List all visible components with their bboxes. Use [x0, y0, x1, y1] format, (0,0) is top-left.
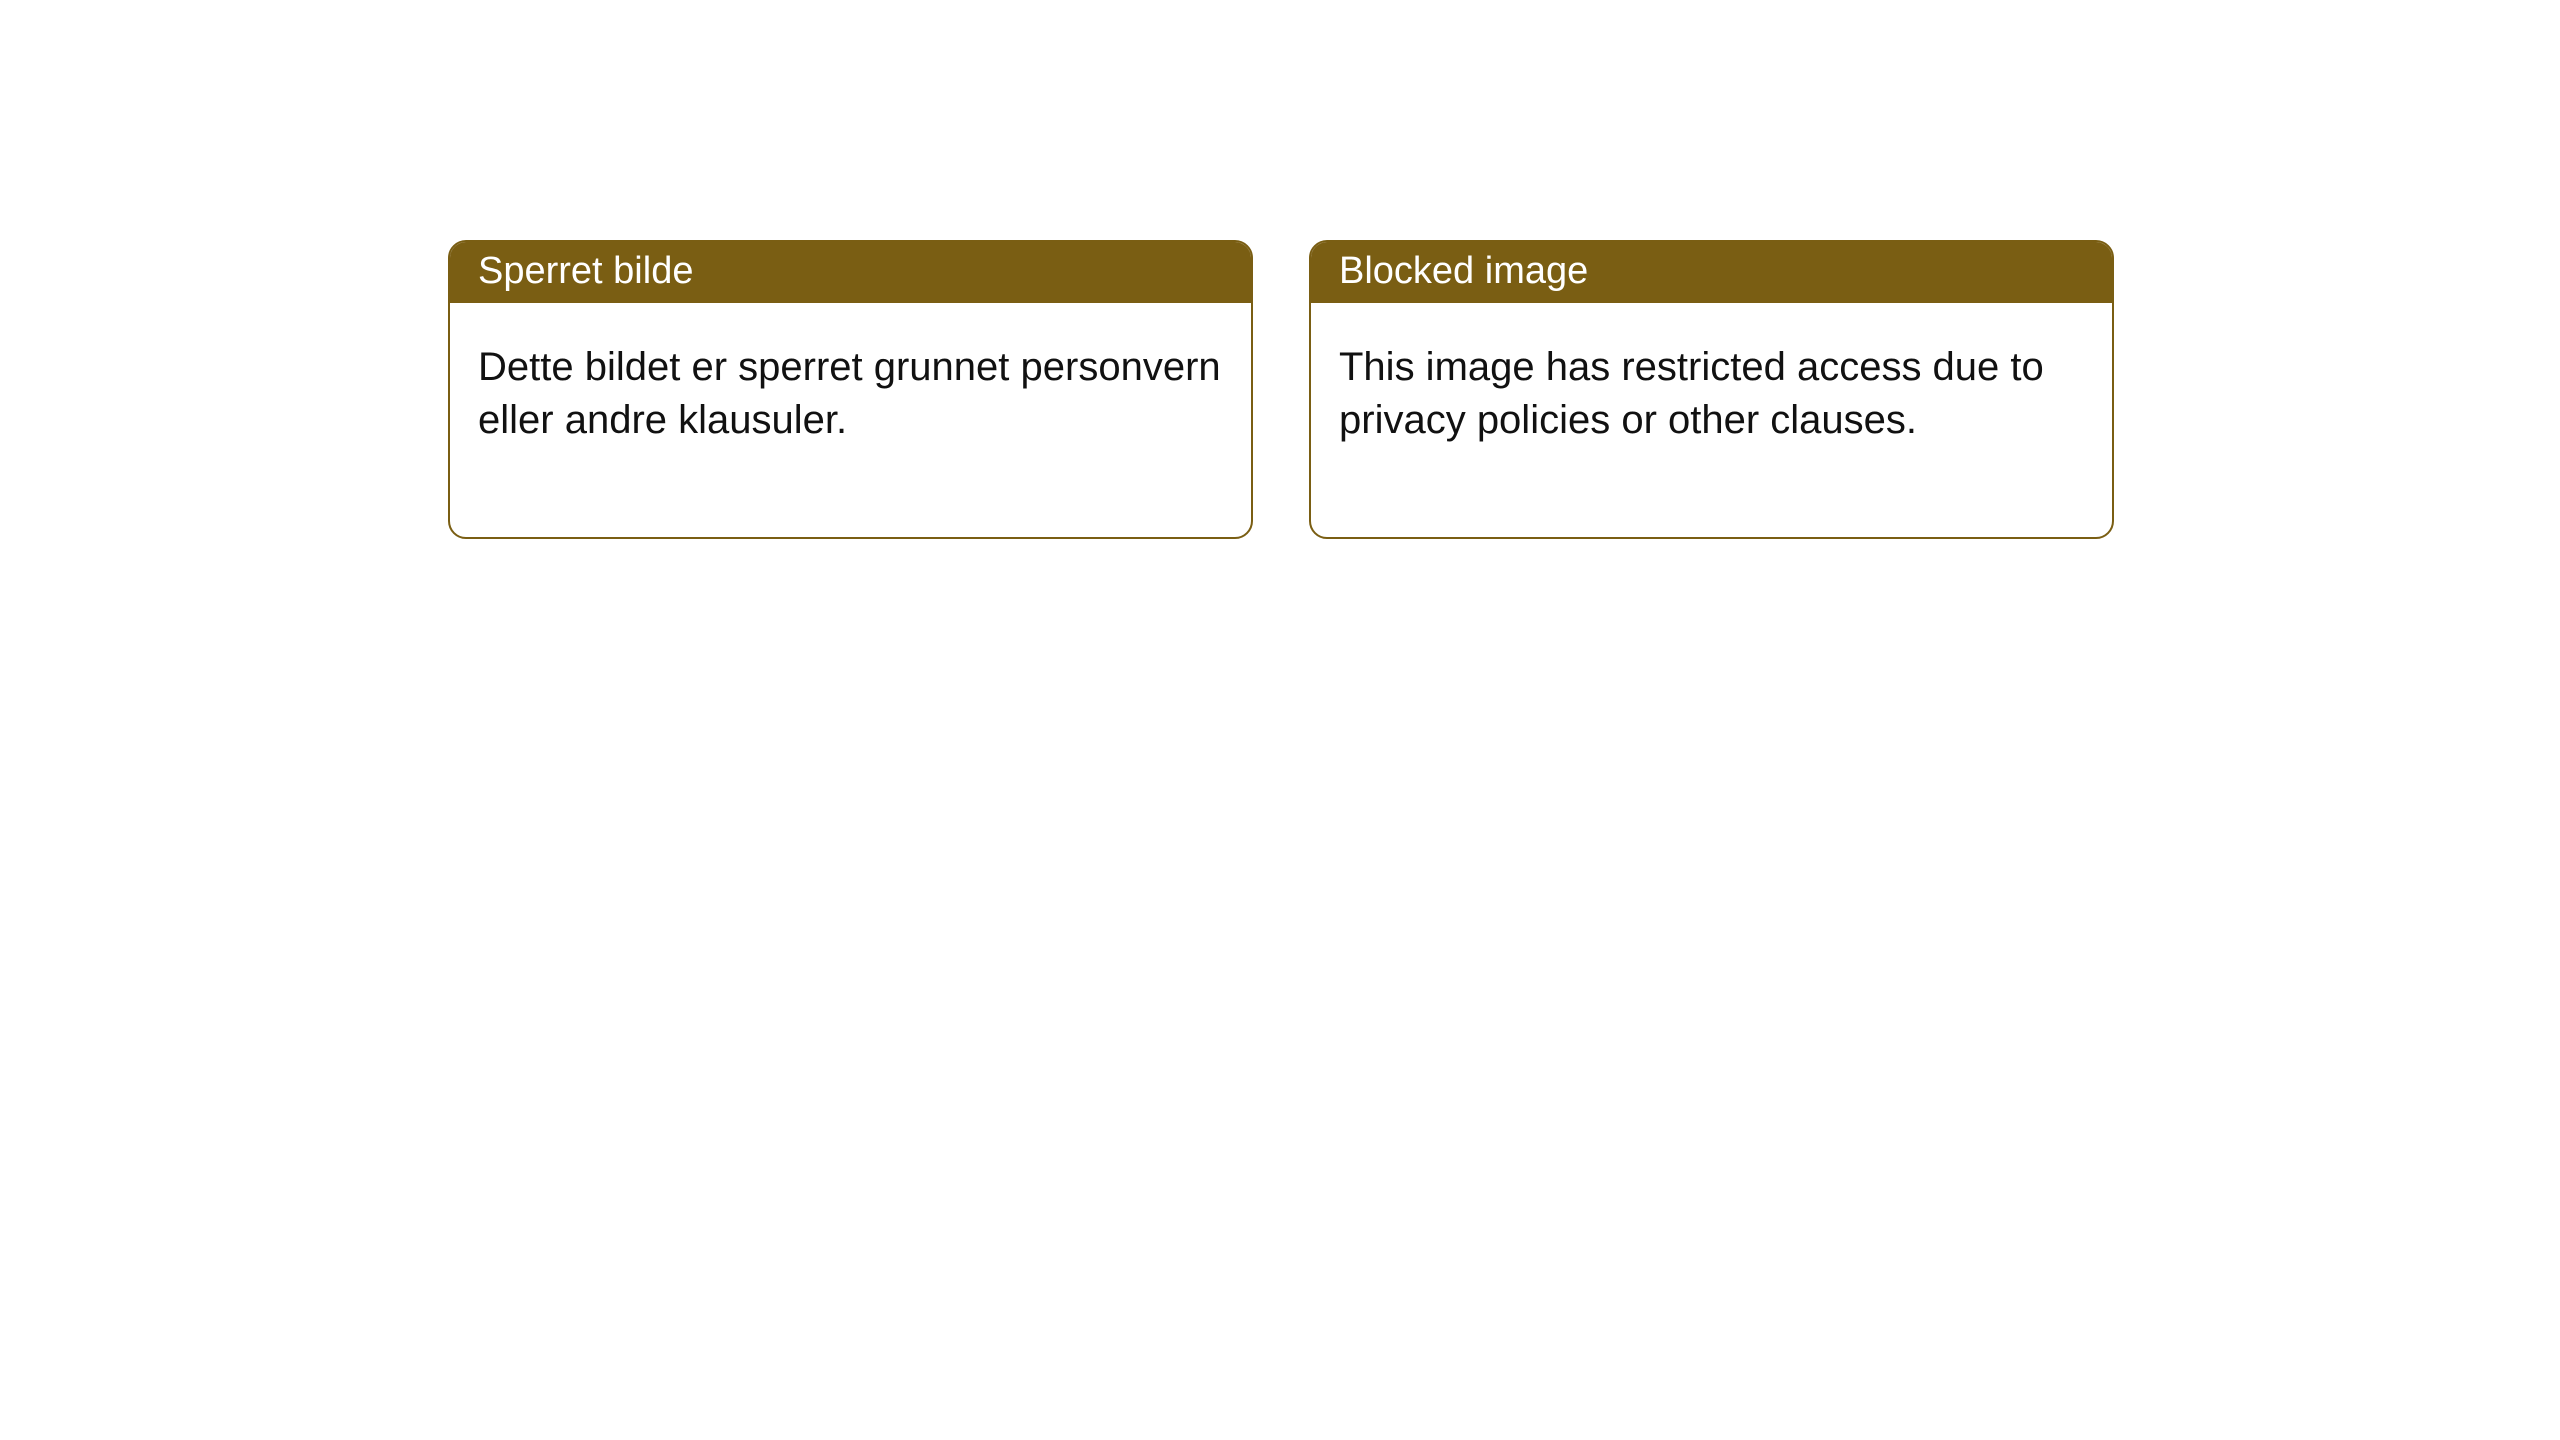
notice-card-norwegian: Sperret bilde Dette bildet er sperret gr…	[448, 240, 1253, 539]
notice-card-body: This image has restricted access due to …	[1311, 303, 2112, 537]
notice-card-row: Sperret bilde Dette bildet er sperret gr…	[0, 0, 2560, 539]
notice-card-title: Blocked image	[1311, 242, 2112, 303]
notice-card-title: Sperret bilde	[450, 242, 1251, 303]
notice-card-english: Blocked image This image has restricted …	[1309, 240, 2114, 539]
notice-card-body: Dette bildet er sperret grunnet personve…	[450, 303, 1251, 537]
